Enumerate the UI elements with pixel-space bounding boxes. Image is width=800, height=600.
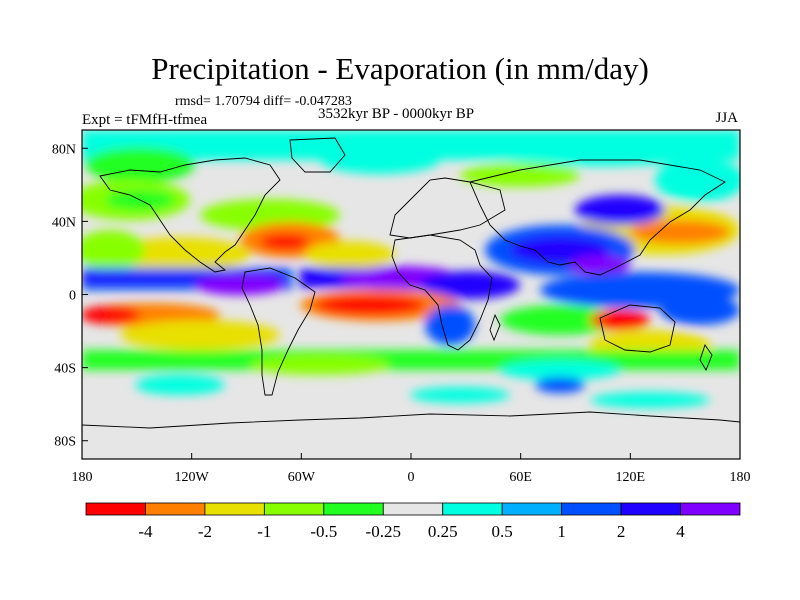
colorbar-swatch [561, 502, 622, 516]
colorbar-level-label: 0.25 [428, 522, 458, 541]
rmsd-diff-stats: rmsd= 1.70794 diff= -0.047283 [175, 94, 352, 109]
colorbar-level-label: 0.5 [492, 522, 513, 541]
period-label: 3532kyr BP - 0000kyr BP [318, 106, 475, 122]
pe-contour-field [82, 130, 740, 408]
lat-tick-label: 40N [52, 215, 76, 230]
colorbar-swatch [323, 502, 384, 516]
map-panel [82, 130, 740, 459]
colorbar-level-label: 4 [676, 522, 685, 541]
colorbar: -4 -2 -1 -0.5 -0.25 0.25 0.5 1 2 4 [85, 502, 741, 541]
lon-tick-label: 60E [509, 470, 532, 485]
colorbar-swatch [680, 502, 741, 516]
new-zealand-outline [699, 344, 713, 372]
asia-outline [469, 159, 726, 276]
colorbar-level-label: -4 [138, 522, 153, 541]
colorbar-level-label: -0.5 [310, 522, 337, 541]
colorbar-level-label: 1 [557, 522, 566, 541]
colorbar-level-label: -2 [198, 522, 212, 541]
experiment-label: Expt = tFMfH-tfmea [82, 112, 208, 128]
colorbar-swatch [263, 502, 325, 516]
lat-tick-label: 80S [54, 435, 76, 450]
season-label: JJA [715, 110, 738, 126]
australia-outline [599, 304, 676, 353]
lat-tick-label: 40S [54, 362, 76, 377]
latitude-labels: 80N 40N 0 40S 80S [52, 142, 88, 450]
lon-tick-label: 60W [288, 470, 316, 485]
colorbar-swatch [382, 502, 444, 516]
colorbar-level-label: -0.25 [366, 522, 401, 541]
colorbar-swatch [204, 502, 265, 516]
lon-tick-label: 120E [616, 470, 646, 485]
africa-outline [391, 234, 493, 351]
colorbar-swatch [501, 502, 563, 516]
colorbar-swatch [442, 502, 503, 516]
south-america-outline [241, 267, 316, 396]
colorbar-swatch [145, 502, 206, 516]
lat-tick-label: 0 [69, 289, 76, 304]
lon-tick-label: 120W [175, 470, 210, 485]
antarctica-outline [82, 411, 740, 429]
colorbar-swatch [85, 502, 146, 516]
greenland-outline [289, 137, 346, 173]
lon-tick-label: 180 [72, 470, 93, 485]
north-america-outline [99, 157, 281, 273]
madagascar-outline [489, 313, 501, 342]
colorbar-level-label: 2 [617, 522, 626, 541]
coastlines [82, 137, 740, 429]
longitude-labels: 180 120W 60W 0 60E 120E 180 [72, 453, 751, 485]
lon-tick-label: 0 [408, 470, 415, 485]
colorbar-level-label: -1 [257, 522, 271, 541]
map-title: Precipitation - Evaporation (in mm/day) [151, 51, 649, 86]
lat-tick-label: 80N [52, 142, 76, 157]
lon-tick-label: 180 [730, 470, 751, 485]
colorbar-swatch [620, 502, 681, 516]
